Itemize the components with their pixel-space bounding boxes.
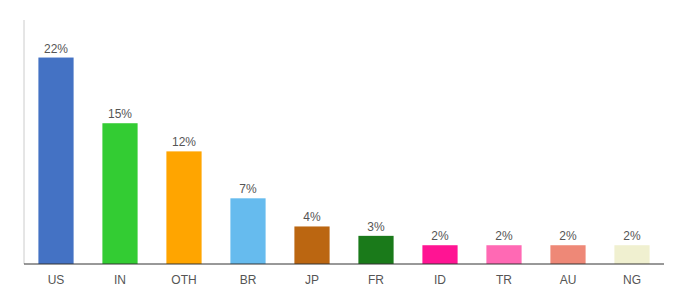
data-label: 2%: [495, 229, 513, 243]
x-tick-label: AU: [560, 273, 577, 287]
bar: [614, 245, 649, 264]
x-tick-label: NG: [623, 273, 641, 287]
chart-svg: 22% 15% 12% 7% 4% 3% 2% 2% 2% 2% US IN OTH BR JP FR ID TR…: [0, 0, 680, 300]
bars: [38, 58, 649, 264]
x-tick-label: US: [48, 273, 65, 287]
x-axis-line: [24, 264, 664, 265]
data-label: 15%: [108, 107, 132, 121]
x-tick-label: FR: [368, 273, 384, 287]
data-label: 22%: [44, 42, 68, 56]
data-label: 7%: [239, 182, 257, 196]
data-label: 2%: [623, 229, 641, 243]
bar: [166, 151, 201, 264]
chart-container: 22% 15% 12% 7% 4% 3% 2% 2% 2% 2% US IN OTH BR JP FR ID TR…: [0, 0, 680, 300]
bar: [422, 245, 457, 264]
x-tick-label: ID: [434, 273, 446, 287]
bar: [230, 198, 265, 264]
x-tick-label: BR: [240, 273, 257, 287]
data-label: 12%: [172, 135, 196, 149]
bar: [486, 245, 521, 264]
data-label: 4%: [303, 210, 321, 224]
bar: [358, 236, 393, 264]
x-tick-label: TR: [496, 273, 512, 287]
data-label: 2%: [431, 229, 449, 243]
x-tick-label: JP: [305, 273, 319, 287]
y-axis-line: [24, 20, 25, 264]
bar: [102, 123, 137, 264]
x-tick-label: IN: [114, 273, 126, 287]
data-label: 2%: [559, 229, 577, 243]
bar: [294, 226, 329, 264]
data-label: 3%: [367, 220, 385, 234]
bar: [38, 58, 73, 264]
x-tick-label: OTH: [171, 273, 196, 287]
bar: [550, 245, 585, 264]
